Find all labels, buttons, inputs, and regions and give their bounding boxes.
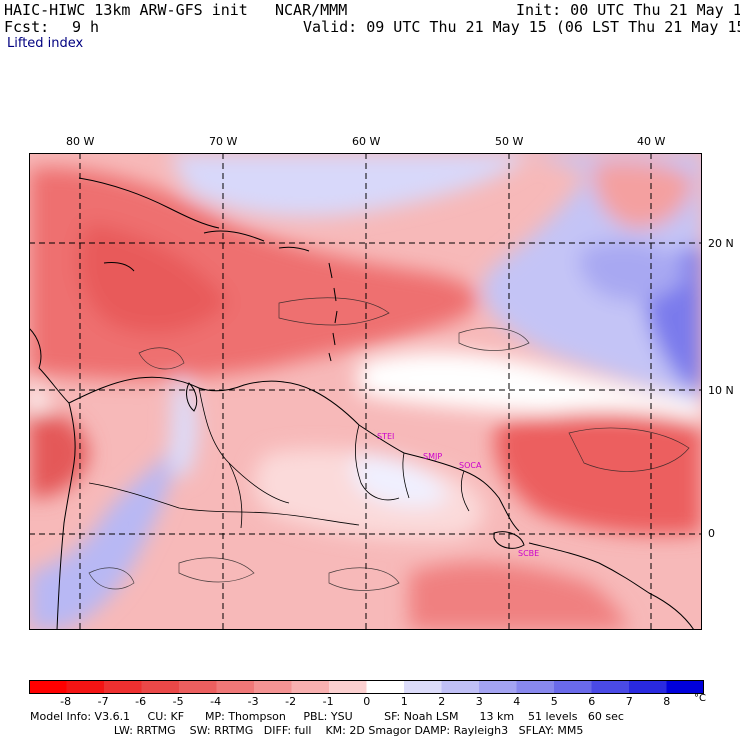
colorbar-swatch xyxy=(366,680,405,694)
colorbar-swatch xyxy=(104,680,142,694)
field-negative-east-tropical xyxy=(494,411,702,535)
colorbar xyxy=(29,680,704,694)
colorbar-swatch xyxy=(141,680,180,694)
colorbar-swatch xyxy=(216,680,255,694)
field-positive-north xyxy=(169,153,529,217)
field-positive-andes xyxy=(29,453,172,630)
graticule xyxy=(29,153,702,630)
lon-label-50w: 50 W xyxy=(495,135,524,148)
colorbar-swatch xyxy=(554,680,592,694)
lon-label-60w: 60 W xyxy=(352,135,381,148)
colorbar-swatch xyxy=(404,680,442,694)
colorbar-tick-label: -2 xyxy=(285,695,297,708)
station-smjp: SMJP xyxy=(423,452,443,461)
colorbar-swatch xyxy=(591,680,630,694)
valid-time: Valid: 09 UTC Thu 21 May 15 (06 LST Thu … xyxy=(303,18,740,36)
colorbar-tick-label: -4 xyxy=(210,695,222,708)
field-name: Lifted index xyxy=(7,36,84,51)
model-info-line2: LW: RRTMG SW: RRTMG DIFF: full KM: 2D Sm… xyxy=(30,724,584,737)
colorbar-tick-label: 1 xyxy=(400,695,408,708)
colorbar-tick-label: -3 xyxy=(247,695,259,708)
lifted-index-map xyxy=(29,153,702,630)
lat-label-0: 0 xyxy=(708,527,715,540)
model-info-line1: Model Info: V3.6.1 CU: KF MP: Thompson P… xyxy=(30,710,624,723)
colorbar-swatch xyxy=(29,680,67,694)
colorbar-swatch xyxy=(479,680,517,694)
colorbar-swatch xyxy=(291,680,330,694)
country-borders xyxy=(88,387,470,529)
colorbar-tick-label: 0 xyxy=(363,695,371,708)
lon-label-80w: 80 W xyxy=(66,135,95,148)
lat-label-10n: 10 N xyxy=(708,384,734,397)
init-time: Init: 00 UTC Thu 21 May 15 xyxy=(516,1,740,19)
lat-label-20n: 20 N xyxy=(708,237,734,250)
coastlines xyxy=(29,177,695,630)
colorbar-tick-label: 5 xyxy=(550,695,558,708)
colorbar-tick-label: -1 xyxy=(322,695,334,708)
colorbar-swatch xyxy=(329,680,367,694)
colorbar-tick-label: -8 xyxy=(60,695,72,708)
colorbar-unit: °C xyxy=(694,693,706,704)
colorbar-tick-label: 7 xyxy=(625,695,633,708)
station-scbe: SCBE xyxy=(518,549,540,558)
colorbar-tick-label: 2 xyxy=(438,695,446,708)
colorbar-swatch xyxy=(516,680,555,694)
colorbar-tick-label: 6 xyxy=(588,695,596,708)
colorbar-swatch xyxy=(629,680,667,694)
colorbar-tick-label: -7 xyxy=(97,695,109,708)
lon-label-40w: 40 W xyxy=(637,135,666,148)
colorbar-tick-label: 4 xyxy=(513,695,521,708)
colorbar-tick-label: -6 xyxy=(135,695,147,708)
colorbar-swatch xyxy=(179,680,217,694)
colorbar-tick-label: 8 xyxy=(663,695,671,708)
colorbar-swatch xyxy=(666,680,704,694)
colorbar-swatch xyxy=(66,680,105,694)
colorbar-swatch xyxy=(441,680,480,694)
model-title: HAIC-HIWC 13km ARW-GFS init xyxy=(4,1,248,19)
colorbar-swatch xyxy=(254,680,292,694)
station-stei: STEI xyxy=(377,432,395,441)
colorbar-tick-label: -5 xyxy=(172,695,184,708)
colorbar-tick-label: 3 xyxy=(475,695,483,708)
org-label: NCAR/MMM xyxy=(275,1,348,19)
forecast-hour: 9 h xyxy=(72,18,100,36)
forecast-label: Fcst: xyxy=(4,18,50,36)
lon-label-70w: 70 W xyxy=(209,135,238,148)
station-soca: SOCA xyxy=(459,461,482,470)
